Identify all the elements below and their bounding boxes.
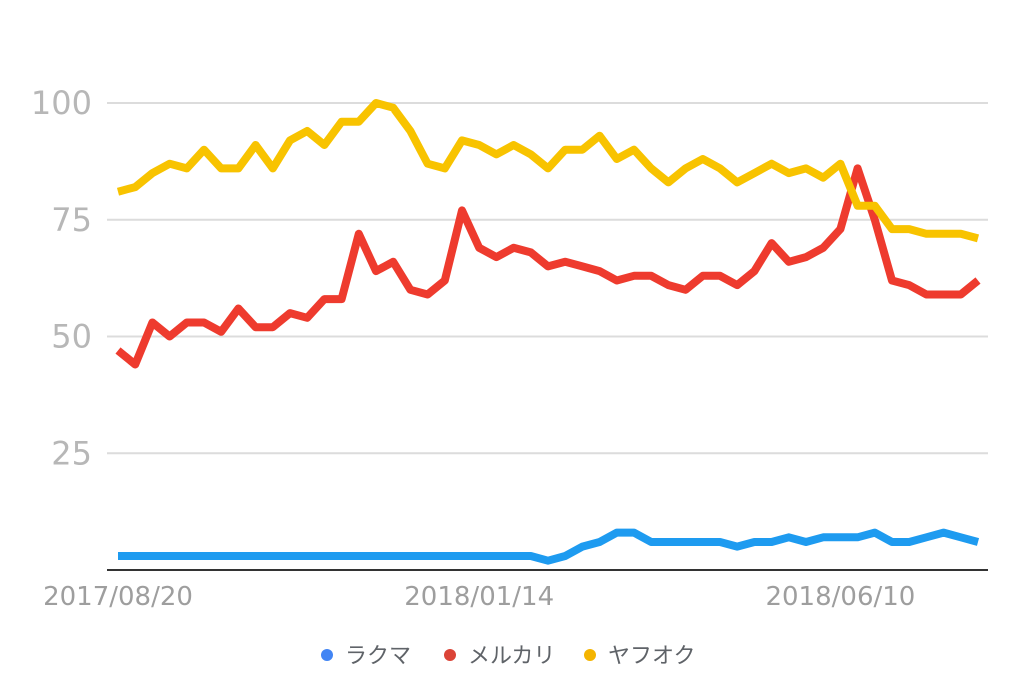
legend-marker xyxy=(584,649,596,661)
series-lines xyxy=(115,99,981,565)
series-line-1 xyxy=(115,164,981,369)
legend-label: メルカリ xyxy=(468,644,555,669)
y-tick-label: 25 xyxy=(51,434,92,472)
legend-label: ラクマ xyxy=(345,644,411,669)
y-tick-label: 75 xyxy=(51,201,92,239)
legend: ラクマ メルカリ ヤフオク xyxy=(321,644,696,669)
gridlines xyxy=(107,102,988,455)
x-tick-label: 2017/08/20 xyxy=(43,582,193,612)
y-tick-label: 50 xyxy=(51,318,92,356)
legend-marker xyxy=(321,649,333,661)
series-line-2 xyxy=(116,99,980,243)
y-axis-ticks: 25 50 75 100 xyxy=(31,84,92,472)
legend-label: ヤフオク xyxy=(608,644,696,669)
x-tick-label: 2018/01/14 xyxy=(404,582,554,612)
x-tick-label: 2018/06/10 xyxy=(765,582,915,612)
y-tick-label: 100 xyxy=(31,84,92,122)
series-line-0 xyxy=(118,528,980,565)
x-axis-ticks: 2017/08/20 2018/01/14 2018/06/10 xyxy=(43,582,915,612)
legend-marker xyxy=(444,649,456,661)
